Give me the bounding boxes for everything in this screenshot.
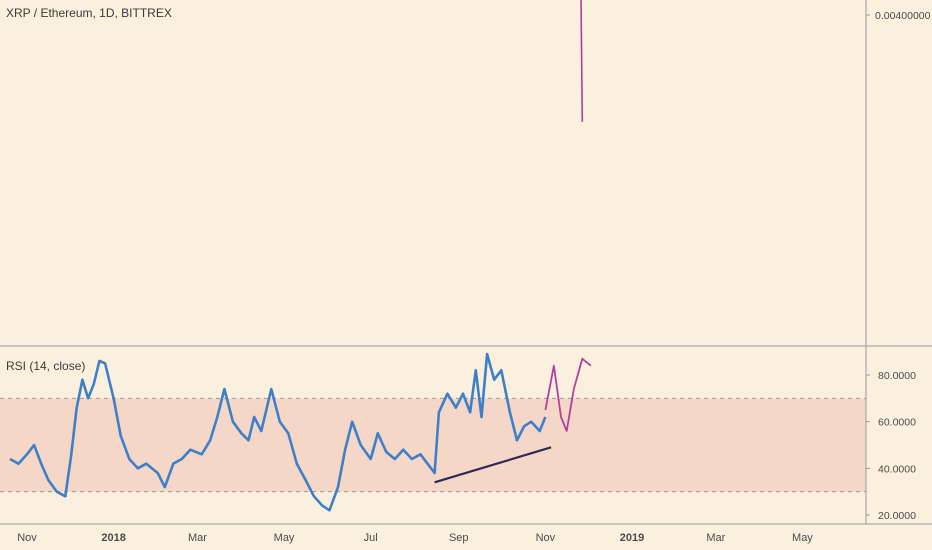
price-tick-label: 0.00400000 bbox=[875, 10, 931, 22]
rsi-line bbox=[9, 352, 547, 512]
time-axis-label: Sep bbox=[449, 532, 469, 544]
rsi-tick-label: 40.0000 bbox=[878, 463, 916, 475]
time-axis-label: Nov bbox=[17, 532, 37, 544]
rsi-projection bbox=[544, 357, 592, 432]
time-axis-label: 2018 bbox=[101, 532, 125, 544]
time-axis-label: May bbox=[274, 532, 295, 544]
rsi-tick-label: 20.0000 bbox=[878, 510, 916, 522]
time-axis-label: Mar bbox=[706, 532, 725, 544]
main-chart-title: XRP / Ethereum, 1D, BITTREX bbox=[6, 6, 172, 20]
rsi-band bbox=[0, 398, 866, 492]
time-axis-label: Nov bbox=[536, 532, 556, 544]
time-axis-label: May bbox=[792, 532, 813, 544]
rsi-title: RSI (14, close) bbox=[6, 359, 86, 373]
rsi-trendline bbox=[434, 446, 552, 484]
rsi-tick-label: 60.0000 bbox=[878, 417, 916, 429]
rsi-tick-label: 80.0000 bbox=[878, 370, 916, 382]
time-axis-label: Mar bbox=[188, 532, 207, 544]
time-axis-label: Jul bbox=[364, 532, 378, 544]
time-axis-label: 2019 bbox=[620, 532, 644, 544]
